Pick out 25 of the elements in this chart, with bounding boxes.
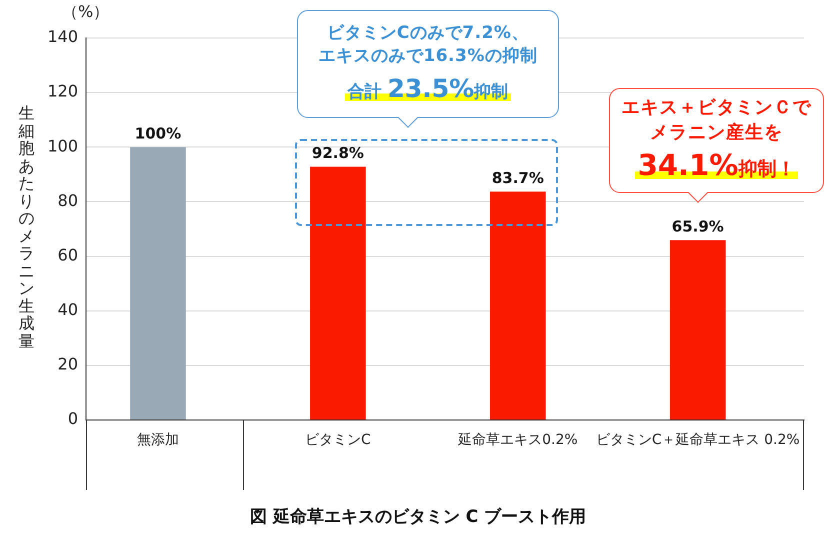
bar bbox=[490, 192, 546, 420]
text: （%） bbox=[62, 2, 110, 23]
bar bbox=[130, 147, 186, 420]
text: 図 延命草エキスのビタミン C ブースト作用 bbox=[248, 506, 588, 528]
x-tick-label: ビタミンC bbox=[305, 432, 372, 448]
bar bbox=[310, 166, 366, 420]
text: 生細胞あたりのメラニン生成量 bbox=[18, 104, 34, 350]
data-label: 92.8% bbox=[312, 144, 364, 162]
y-tick-label: 20 bbox=[58, 354, 78, 374]
y-tick-label: 0 bbox=[68, 409, 78, 428]
annotation: ビタミンCのみで7.2%、エキスのみで16.3%の抑制 bbox=[317, 22, 538, 68]
y-tick-label: 100 bbox=[47, 136, 78, 156]
bar bbox=[670, 240, 726, 420]
data-label: 100% bbox=[134, 124, 182, 143]
x-tick-label: 延命草エキス0.2% bbox=[457, 432, 578, 448]
y-tick-label: 80 bbox=[58, 190, 78, 210]
data-label: 65.9% bbox=[672, 218, 724, 236]
y-tick-label: 40 bbox=[58, 300, 78, 320]
y-tick-label: 140 bbox=[47, 27, 78, 46]
y-tick-label: 60 bbox=[58, 245, 78, 264]
x-tick-label: ビタミンC＋延命草エキス 0.2% bbox=[596, 432, 800, 448]
data-label: 83.7% bbox=[492, 169, 544, 188]
x-tick-label: 無添加 bbox=[136, 432, 179, 448]
y-tick-label: 120 bbox=[47, 82, 78, 101]
annotation: エキス＋ビタミンＣでメラニン産生を bbox=[620, 96, 812, 145]
